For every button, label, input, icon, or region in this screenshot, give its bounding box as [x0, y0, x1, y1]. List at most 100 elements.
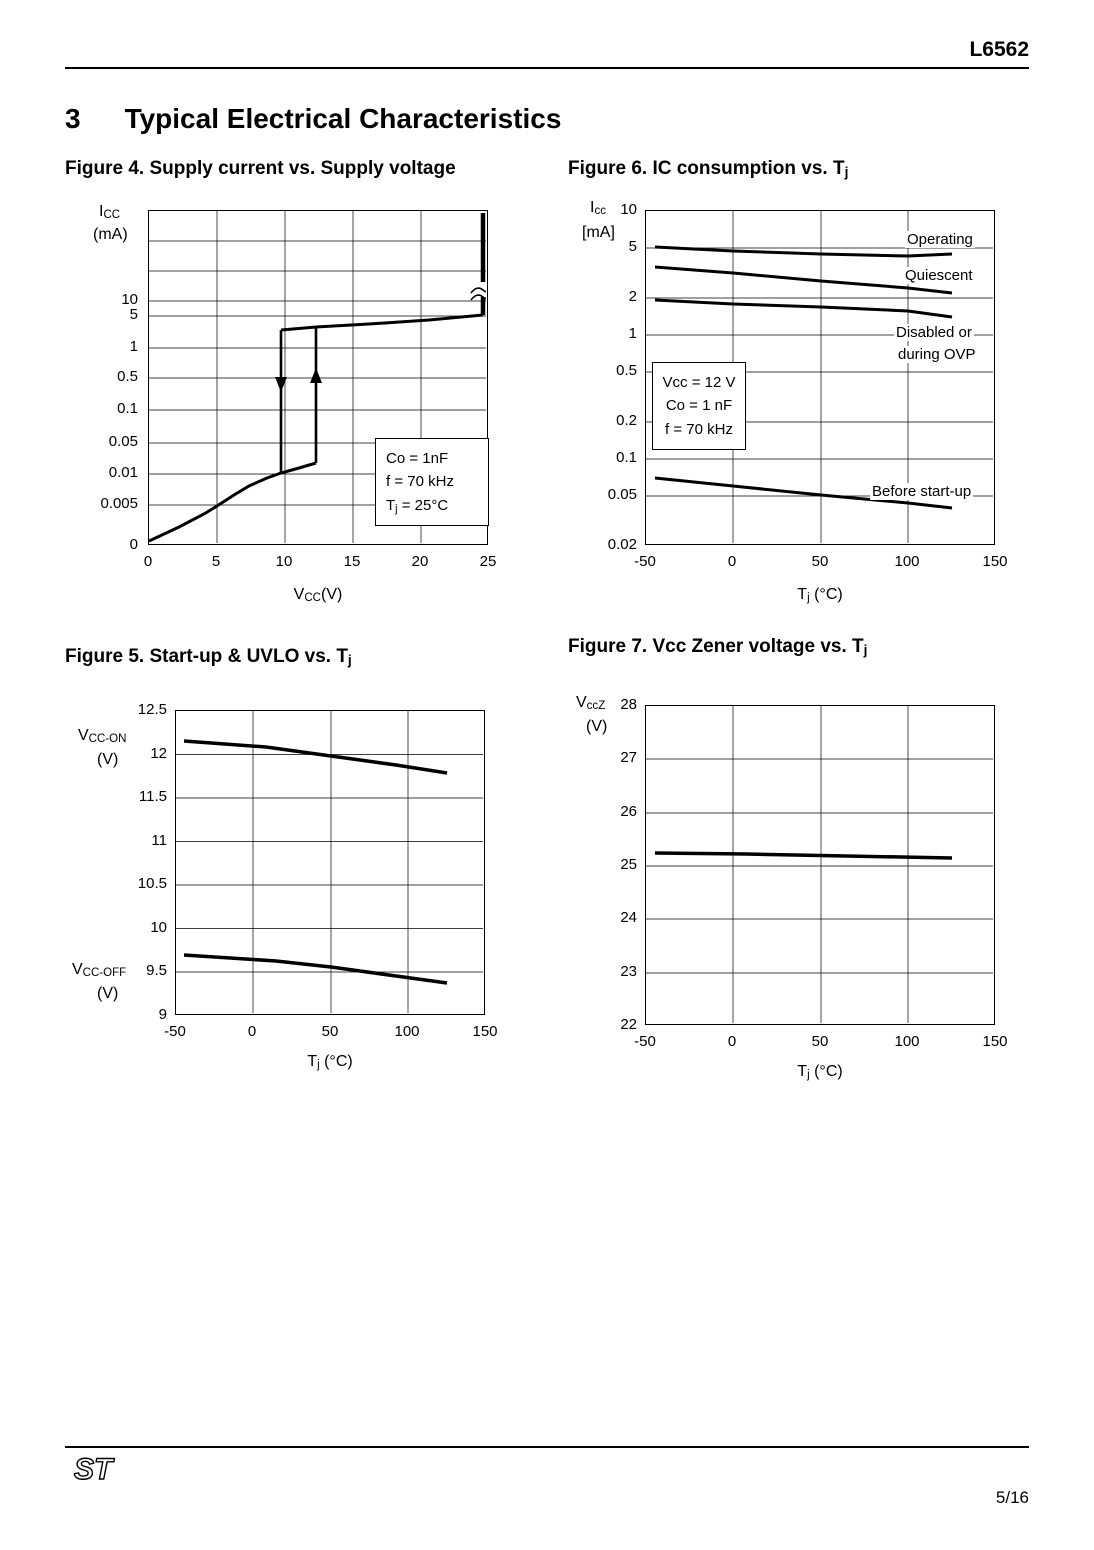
- fig5-vcc-off-unit: (V): [97, 985, 119, 1002]
- fig4-note-line3: Tj = 25°C: [386, 494, 478, 518]
- fig7-y-axis-label: VccZ: [576, 694, 605, 712]
- section-title: Typical Electrical Characteristics: [124, 103, 562, 134]
- header-rule: [65, 67, 1029, 69]
- fig4-x-label-base: V: [293, 586, 305, 603]
- fig7-chart-svg: [646, 706, 993, 1023]
- fig6-series-label-disabled-line2: during OVP: [896, 346, 978, 363]
- fig6-note-line2: Co = 1 nF: [665, 397, 733, 415]
- fig4-y-label-base: I: [99, 203, 104, 220]
- fig6-x-label-base: T: [797, 586, 808, 603]
- section-heading: 3 Typical Electrical Characteristics: [65, 103, 561, 135]
- fig6-title-sub: j: [844, 164, 849, 180]
- fig5-y-tick: 9: [158, 1006, 167, 1023]
- fig6-x-label-unit: (°C): [809, 586, 843, 603]
- fig6-conditions-box: Vcc = 12 V Co = 1 nF f = 70 kHz: [652, 362, 746, 450]
- fig5-y-tick: 9.5: [146, 962, 167, 979]
- doc-id: L6562: [969, 38, 1029, 61]
- fig4-x-tick: 5: [211, 553, 221, 570]
- fig7-x-tick: 150: [982, 1033, 1008, 1050]
- fig4-y-tick: 0.01: [108, 464, 138, 481]
- fig5-x-label-unit: (°C): [319, 1053, 353, 1070]
- fig5-vcc-on-label: VCC-ON: [78, 727, 126, 745]
- fig6-disabled-curve: [654, 298, 953, 319]
- fig4-supply-current-curve: [149, 213, 486, 543]
- fig5-x-tick: 100: [394, 1023, 420, 1040]
- fig6-x-tick: 50: [811, 553, 829, 570]
- fig4-note-line3-rest: = 25°C: [397, 496, 449, 514]
- footer-rule: [65, 1446, 1029, 1448]
- fig4-y-tick: 0: [129, 536, 138, 553]
- fig4-title: Figure 4. Supply current vs. Supply volt…: [65, 158, 456, 179]
- fig5-x-tick: 50: [321, 1023, 339, 1040]
- fig4-conditions-box: Co = 1nF f = 70 kHz Tj = 25°C: [375, 438, 489, 527]
- fig5-x-label-sub: j: [317, 1059, 320, 1072]
- fig5-vcc-off-sub: CC-OFF: [82, 967, 127, 980]
- fig7-x-tick: 50: [811, 1033, 829, 1050]
- fig7-y-tick: 27: [620, 749, 637, 766]
- fig5-x-tick: 150: [472, 1023, 498, 1040]
- page-number: 5/16: [995, 1488, 1029, 1507]
- fig4-y-tick: 5: [129, 306, 138, 323]
- fig6-curves: [654, 245, 953, 510]
- fig6-y-tick: 0.5: [616, 362, 637, 379]
- fig5-vcc-off-base: V: [72, 961, 83, 978]
- section-number: 3: [65, 103, 81, 134]
- fig4-turn-on-arrow-up: [310, 368, 322, 383]
- fig5-x-label-base: T: [307, 1053, 318, 1070]
- fig7-y-label-sub: ccZ: [586, 700, 606, 713]
- fig4-y-label-sub: CC: [103, 209, 121, 222]
- fig7-y-tick: 23: [620, 963, 637, 980]
- fig4-x-tick: 20: [411, 553, 429, 570]
- fig6-x-axis-label: Tj (°C): [770, 586, 870, 604]
- fig4-note-line3-base: T: [386, 496, 396, 514]
- fig6-y-tick: 5: [628, 238, 637, 255]
- fig5-title-sub: j: [347, 652, 352, 668]
- fig5-gridlines: [176, 711, 483, 1013]
- fig4-y-tick: 1: [129, 338, 138, 355]
- fig5-vcc-on-unit: (V): [97, 751, 119, 768]
- fig7-title-main: Figure 7. Vcc Zener voltage vs. T: [568, 636, 864, 657]
- fig7-y-axis-unit: (V): [586, 718, 608, 735]
- fig4-x-label-unit: (V): [320, 586, 343, 603]
- fig7-y-label-base: V: [576, 694, 587, 711]
- fig6-y-tick: 0.2: [616, 412, 637, 429]
- fig5-title: Figure 5. Start-up & UVLO vs. Tj: [65, 646, 352, 668]
- fig4-x-tick: 0: [143, 553, 153, 570]
- fig6-x-tick: 0: [727, 553, 737, 570]
- fig5-vcc-off-curve: [183, 953, 448, 985]
- fig6-y-tick: 0.05: [607, 486, 637, 503]
- fig5-vcc-on-base: V: [78, 727, 89, 744]
- fig6-y-axis-unit: [mA]: [582, 224, 615, 241]
- fig6-y-tick: 2: [628, 288, 637, 305]
- fig4-turn-off-arrow-down: [275, 377, 287, 392]
- fig6-x-tick: 100: [894, 553, 920, 570]
- fig7-x-label-unit: (°C): [809, 1063, 843, 1080]
- fig7-plot-area: [645, 705, 995, 1025]
- fig6-y-tick: 0.1: [616, 449, 637, 466]
- fig5-y-tick: 10: [150, 919, 167, 936]
- fig6-series-label-operating: Operating: [905, 231, 975, 248]
- fig4-y-tick: 0.5: [117, 368, 138, 385]
- fig4-axis-break-squiggle: [470, 287, 486, 294]
- fig5-vcc-off-label: VCC-OFF: [72, 961, 126, 979]
- fig7-x-label-base: T: [797, 1063, 808, 1080]
- st-logo-text: ST: [74, 1453, 115, 1486]
- fig6-series-label-disabled-line1: Disabled or: [894, 324, 974, 341]
- fig5-title-main: Figure 5. Start-up & UVLO vs. T: [65, 646, 348, 667]
- fig4-x-tick: 15: [343, 553, 361, 570]
- fig7-x-axis-label: Tj (°C): [770, 1063, 870, 1081]
- fig5-x-axis-label: Tj (°C): [280, 1053, 380, 1071]
- fig6-note-line1: Vcc = 12 V: [662, 374, 736, 391]
- fig7-y-tick: 25: [620, 856, 637, 873]
- fig4-note-line2: f = 70 kHz: [386, 473, 454, 491]
- fig6-title: Figure 6. IC consumption vs. Tj: [568, 158, 848, 180]
- fig5-y-tick: 11.5: [138, 788, 167, 805]
- fig7-x-tick: 100: [894, 1033, 920, 1050]
- fig6-y-label-sub: cc: [594, 205, 606, 218]
- fig5-x-tick: -50: [164, 1023, 186, 1040]
- fig6-title-main: Figure 6. IC consumption vs. T: [568, 158, 845, 179]
- fig4-y-tick: 0.05: [108, 433, 138, 450]
- fig5-vcc-on-curve: [183, 739, 448, 775]
- fig6-y-axis-label: Icc: [590, 199, 606, 217]
